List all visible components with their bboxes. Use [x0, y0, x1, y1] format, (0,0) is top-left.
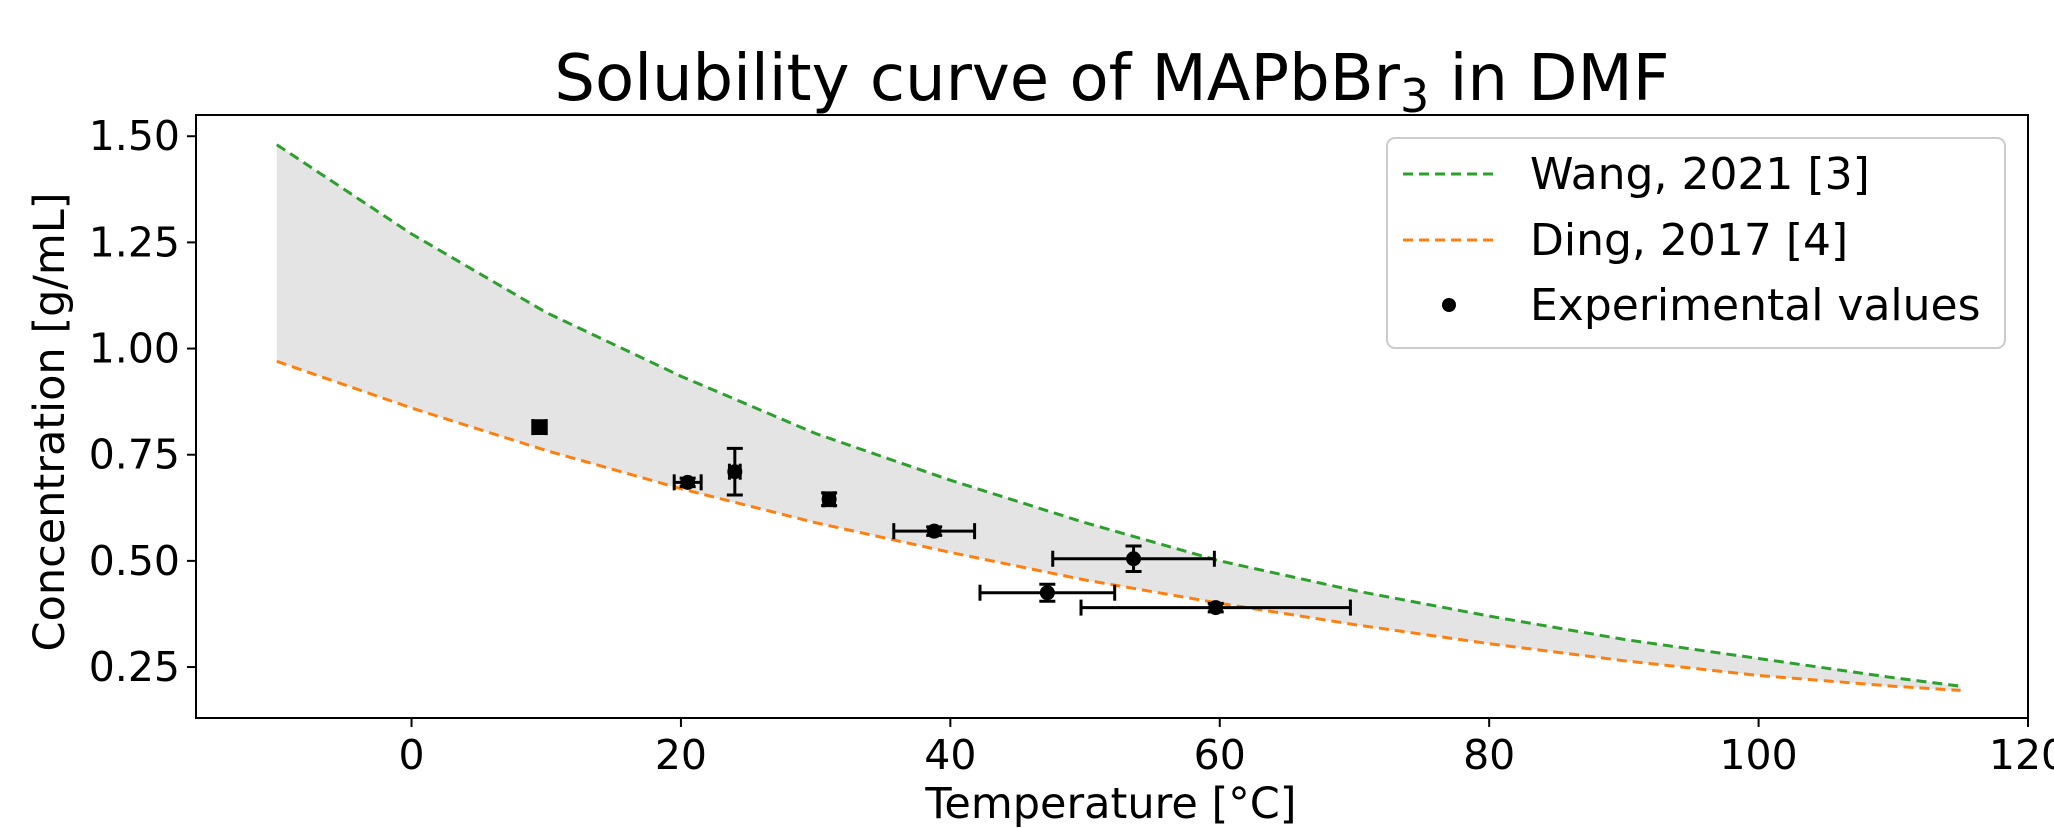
experimental-point	[821, 491, 837, 507]
y-tick-label: 0.25	[89, 643, 180, 691]
x-tick-label: 120	[1989, 731, 2054, 779]
x-tick-label: 80	[1463, 731, 1515, 779]
experimental-point	[680, 474, 696, 490]
x-tick-label: 60	[1194, 731, 1246, 779]
y-tick-label: 1.50	[89, 112, 180, 160]
x-tick-label: 20	[655, 731, 707, 779]
shaded-region	[276, 144, 1961, 691]
x-axis-label: Temperature [°C]	[924, 779, 1296, 828]
x-tick-label: 100	[1719, 731, 1797, 779]
experimental-point	[727, 464, 743, 480]
y-tick-label: 0.75	[89, 431, 180, 479]
legend-label-ding: Ding, 2017 [4]	[1530, 215, 1848, 266]
y-tick-label: 1.00	[89, 325, 180, 373]
x-tick-label: 40	[924, 731, 976, 779]
experimental-point	[532, 419, 547, 435]
y-axis-label: Concentration [g/mL]	[25, 192, 75, 651]
experimental-point	[926, 523, 942, 539]
experimental-point	[1208, 600, 1224, 616]
legend-swatch-experimental	[1442, 298, 1456, 312]
legend-box	[1386, 137, 2006, 349]
legend-label-experimental: Experimental values	[1530, 280, 1981, 331]
legend-label-wang: Wang, 2021 [3]	[1530, 149, 1870, 200]
y-tick-label: 0.50	[89, 537, 180, 585]
legend: Wang, 2021 [3] Ding, 2017 [4] Experiment…	[1386, 137, 2006, 349]
plot-frame	[195, 114, 2029, 719]
wang-2021-curve	[275, 143, 1961, 688]
ding-2017-curve	[276, 359, 1961, 692]
experimental-point	[1039, 585, 1055, 601]
chart-title: Solubility curve of MAPbBr3 in DMF	[554, 42, 1669, 123]
plot-area: 0 20 40 60 80 100 120 0.25 0.50 0.75 1.00 1.25 1.50	[89, 112, 2054, 779]
x-tick-label: 0	[398, 731, 424, 779]
experimental-point	[1126, 551, 1142, 567]
y-tick-label: 1.25	[89, 218, 180, 266]
